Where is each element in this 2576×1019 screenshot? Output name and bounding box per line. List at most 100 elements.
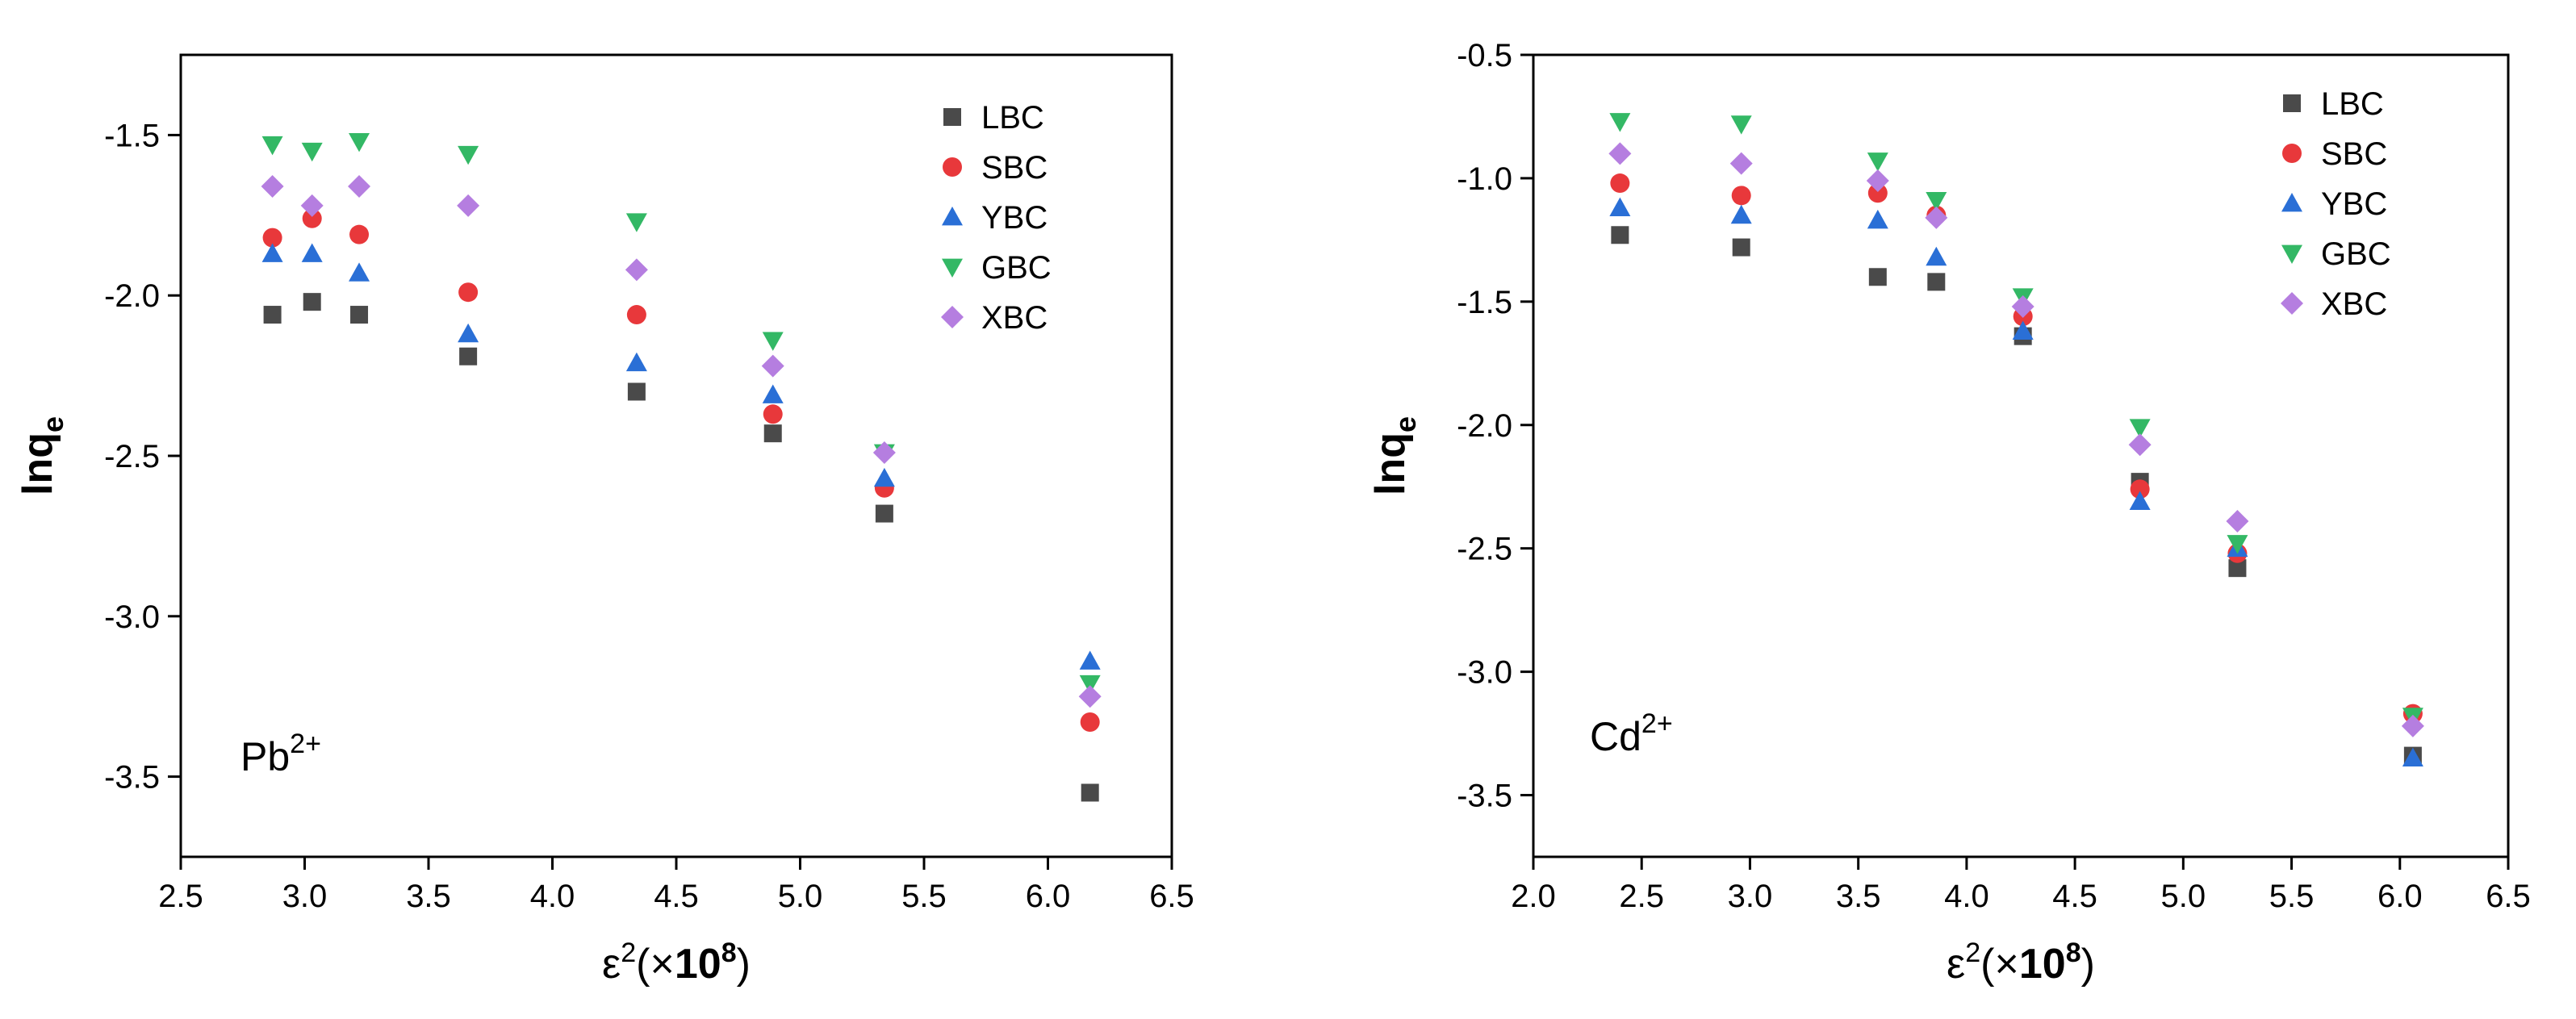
data-point-sbc xyxy=(626,305,646,325)
data-point-ybc xyxy=(458,323,479,343)
data-point-xbc xyxy=(348,175,371,198)
y-tick-label: -2.0 xyxy=(104,278,160,314)
x-tick-label: 2.0 xyxy=(1511,879,1556,914)
y-tick-label: -3.0 xyxy=(104,599,160,635)
data-point-sbc xyxy=(458,282,479,303)
x-tick-label: 5.5 xyxy=(901,879,947,914)
data-point-xbc xyxy=(761,354,784,378)
data-point-sbc xyxy=(349,224,370,244)
data-point-ybc xyxy=(2129,491,2151,510)
y-tick-label: -1.0 xyxy=(1457,161,1512,197)
x-tick-label: 6.5 xyxy=(2486,879,2531,914)
y-tick-label: -2.0 xyxy=(1457,408,1512,444)
y-tick-label: -2.5 xyxy=(104,439,160,474)
legend-label: XBC xyxy=(2321,286,2387,322)
y-tick-label: -3.5 xyxy=(104,760,160,796)
data-point-lbc xyxy=(350,306,369,324)
data-point-xbc xyxy=(2011,294,2034,318)
data-point-gbc xyxy=(2227,535,2248,554)
y-tick-label: -2.5 xyxy=(1457,532,1512,567)
y-tick-label: -3.0 xyxy=(1457,655,1512,691)
legend-label: LBC xyxy=(2321,86,2384,122)
data-point-xbc xyxy=(300,194,324,217)
chart-panel-2: 2.0 2.5 3.0 3.5 4.0 4.5 5.0 5.5 6.0 6.5 -0.5 -1.0 -1… xyxy=(1367,38,2531,988)
data-point-lbc xyxy=(1081,783,1099,802)
legend-label: LBC xyxy=(981,100,1044,136)
data-point-ybc xyxy=(1609,197,1631,217)
data-point-lbc xyxy=(2228,559,2247,578)
legend-label: SBC xyxy=(2321,136,2387,172)
x-tick-label: 2.5 xyxy=(1619,879,1664,914)
data-point-gbc xyxy=(1609,113,1631,132)
y-tick-label: -1.5 xyxy=(104,118,160,153)
x-tick-label: 5.0 xyxy=(2161,879,2206,914)
legend-label: XBC xyxy=(981,300,1048,336)
data-point-gbc xyxy=(762,332,784,351)
data-point-sbc xyxy=(1080,712,1100,733)
data-point-sbc xyxy=(302,208,322,228)
data-point-gbc xyxy=(625,213,647,232)
legend-marker-sbc xyxy=(2282,144,2302,163)
ion-annotation: Pb2+ xyxy=(240,729,321,779)
data-point-gbc xyxy=(349,132,370,152)
data-point-lbc xyxy=(263,306,282,324)
data-point-lbc xyxy=(875,504,893,523)
legend-marker-lbc xyxy=(943,108,961,126)
x-tick-label: 6.0 xyxy=(2377,879,2423,914)
data-point-sbc xyxy=(2130,479,2150,499)
x-tick-label: 4.0 xyxy=(1944,879,1989,914)
legend: LBC SBC YBC GBC XBC xyxy=(941,100,1052,336)
data-point-gbc xyxy=(301,142,323,162)
y-tick-label: -3.5 xyxy=(1457,779,1512,814)
data-point-xbc xyxy=(2226,510,2249,533)
data-point-xbc xyxy=(2128,433,2152,457)
data-point-lbc xyxy=(303,293,321,311)
x-tick-label: 3.5 xyxy=(406,879,451,914)
data-point-gbc xyxy=(1926,192,1947,211)
data-point-lbc xyxy=(1868,268,1887,286)
data-point-lbc xyxy=(627,382,646,401)
data-point-gbc xyxy=(1867,152,1888,172)
legend: LBC SBC YBC GBC XBC xyxy=(2281,86,2391,322)
data-point-ybc xyxy=(873,467,895,487)
legend-marker-lbc xyxy=(2283,94,2301,112)
x-tick-label: 6.0 xyxy=(1026,879,1071,914)
legend-marker-sbc xyxy=(943,157,962,177)
data-point-gbc xyxy=(1079,674,1101,695)
data-point-xbc xyxy=(1729,152,1753,175)
legend-marker-ybc xyxy=(2281,193,2302,212)
x-tick-label: 5.5 xyxy=(2269,879,2315,914)
data-point-xbc xyxy=(2401,714,2424,737)
y-axis-title: lnqe xyxy=(1367,416,1422,495)
data-point-ybc xyxy=(261,243,283,262)
data-point-ybc xyxy=(1730,204,1752,224)
legend-marker-gbc xyxy=(942,258,963,278)
data-point-gbc xyxy=(261,136,283,156)
data-point-xbc xyxy=(457,194,480,217)
data-point-ybc xyxy=(2012,320,2034,340)
plot-frame xyxy=(1532,53,2510,858)
x-tick-label: 4.5 xyxy=(654,879,699,914)
data-point-ybc xyxy=(625,352,647,372)
legend-label: YBC xyxy=(981,200,1048,236)
x-tick-label: 2.5 xyxy=(158,879,203,914)
data-point-ybc xyxy=(349,262,370,282)
data-point-sbc xyxy=(1610,173,1630,194)
data-point-sbc xyxy=(763,404,783,424)
data-point-lbc xyxy=(459,347,478,365)
x-tick-label: 6.5 xyxy=(1149,879,1194,914)
data-point-lbc xyxy=(763,424,782,443)
data-point-sbc xyxy=(1731,186,1751,206)
data-point-gbc xyxy=(458,145,479,165)
data-point-gbc xyxy=(2129,419,2151,438)
y-tick-label: -1.5 xyxy=(1457,285,1512,320)
legend-label: GBC xyxy=(981,250,1052,286)
data-point-gbc xyxy=(1730,115,1752,135)
x-tick-label: 3.0 xyxy=(282,879,328,914)
data-point-ybc xyxy=(2402,747,2423,767)
data-point-ybc xyxy=(1079,650,1101,670)
data-point-xbc xyxy=(261,175,284,198)
data-point-xbc xyxy=(1078,685,1102,708)
data-point-xbc xyxy=(1608,142,1632,165)
